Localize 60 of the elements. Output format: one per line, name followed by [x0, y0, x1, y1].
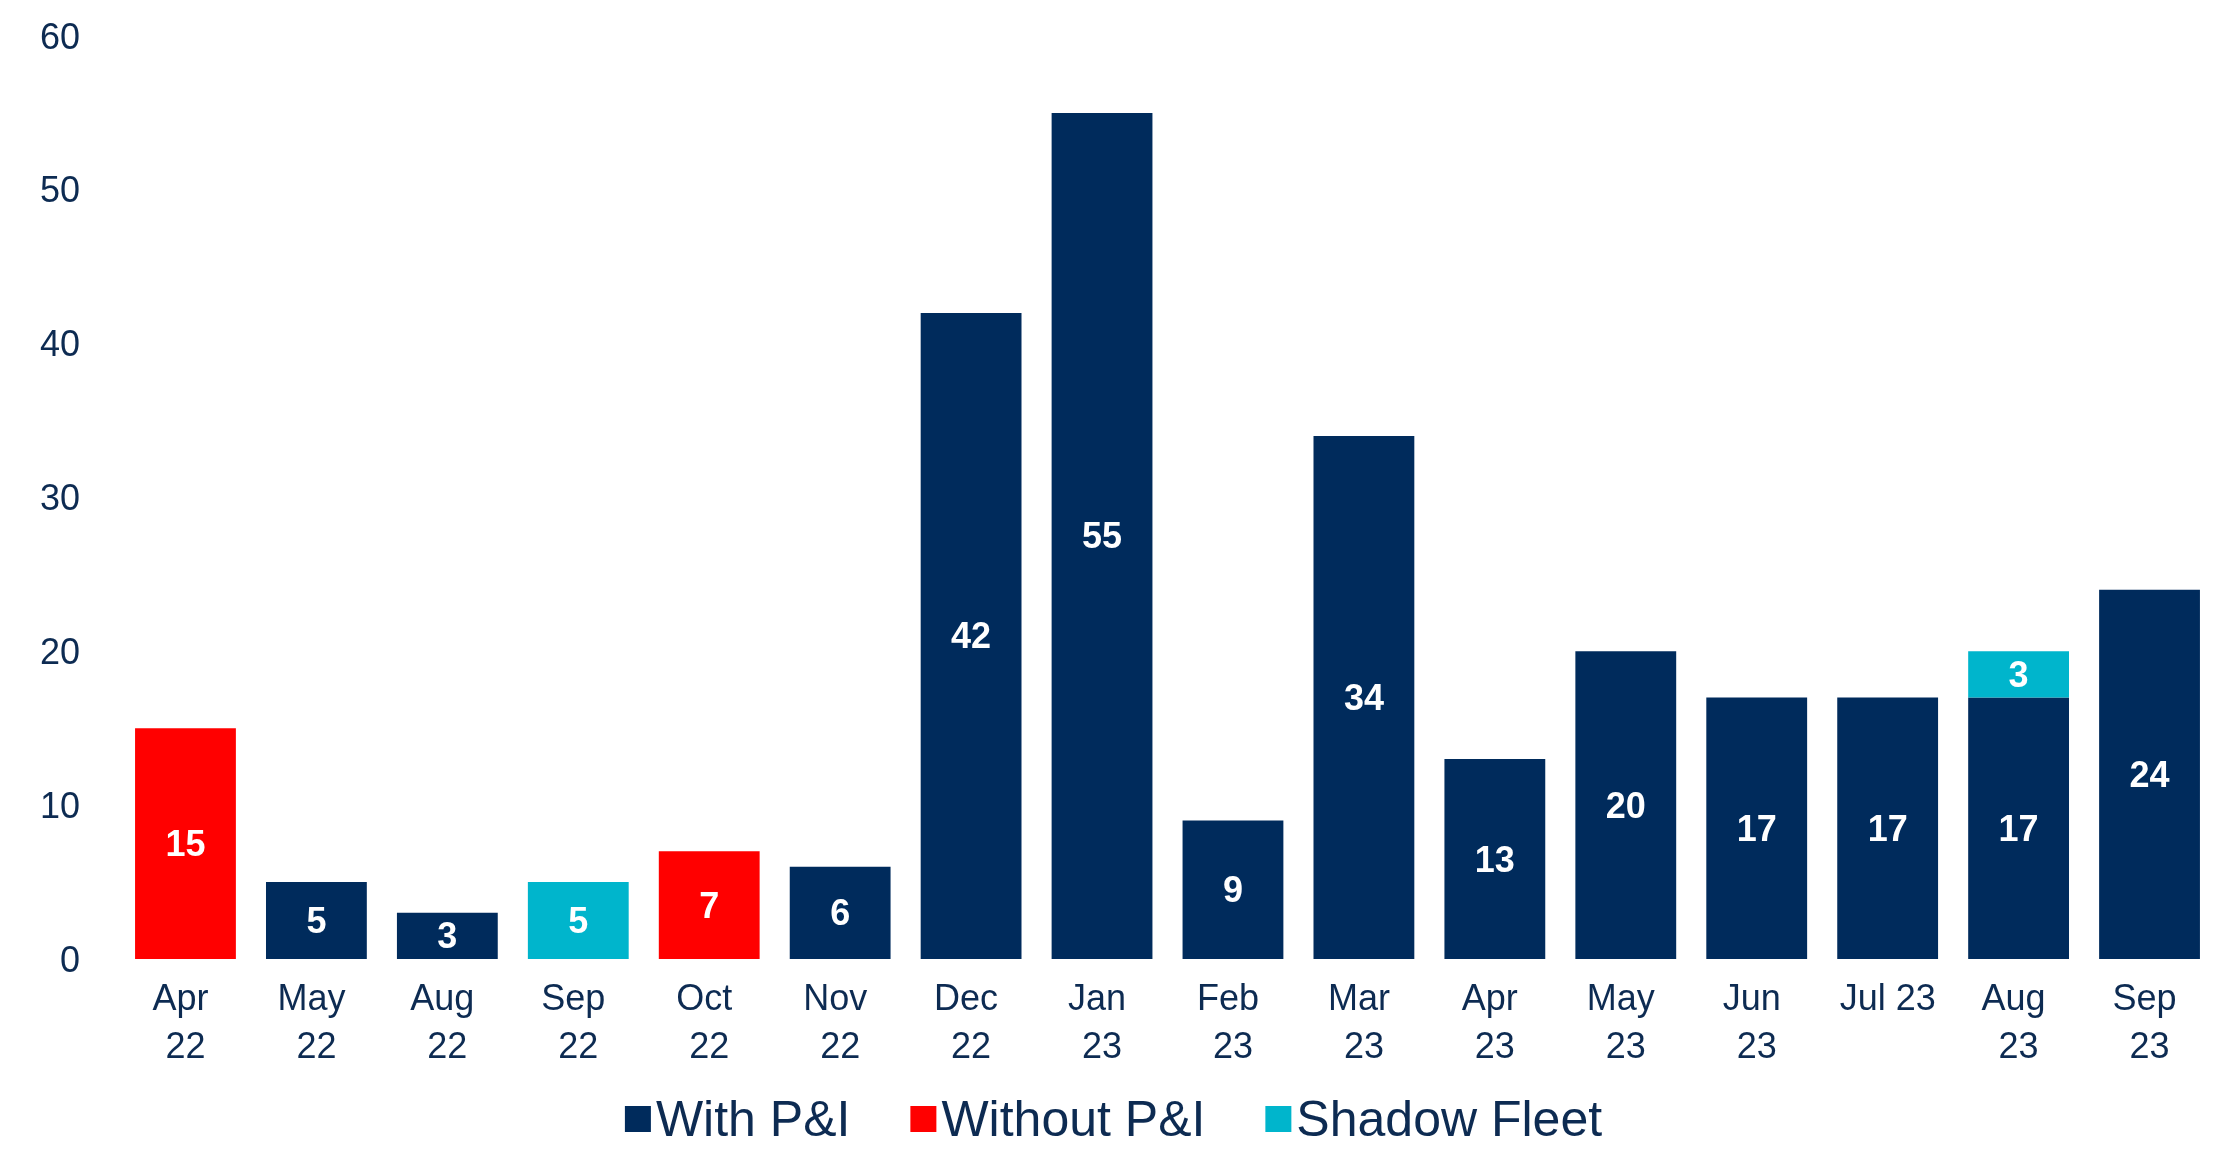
data-label: 9 — [1222, 869, 1243, 911]
x-tick-label: Sep 23 — [2112, 976, 2187, 1066]
bar — [1837, 697, 1939, 959]
x-tick-label: Sep 22 — [541, 976, 616, 1066]
bar — [2099, 589, 2200, 959]
data-label: 3 — [2008, 653, 2029, 695]
x-tick-label: Nov 22 — [803, 976, 878, 1066]
data-label: 6 — [830, 892, 851, 934]
data-label: 15 — [165, 823, 206, 865]
bar — [789, 866, 891, 959]
bar — [135, 728, 236, 959]
data-label: 42 — [951, 615, 992, 657]
data-label: 17 — [1867, 807, 1908, 849]
bar — [1706, 697, 1808, 959]
bar — [1051, 112, 1153, 959]
data-label: 20 — [1605, 784, 1646, 826]
y-tick-label: 20 — [39, 630, 80, 672]
legend-label: Shadow Fleet — [1296, 1091, 1603, 1147]
x-tick-label: Aug 23 — [1981, 976, 2056, 1066]
y-tick-label: 30 — [39, 477, 80, 518]
bar — [1575, 651, 1677, 959]
bar — [1968, 697, 2069, 959]
bar — [658, 851, 760, 959]
y-tick-label: 60 — [39, 15, 80, 57]
x-tick-label: Aug 22 — [410, 976, 485, 1066]
y-tick-label: 50 — [39, 169, 80, 211]
data-label: 5 — [568, 900, 589, 942]
data-label: 34 — [1343, 676, 1384, 718]
x-tick-label: Feb 23 — [1196, 976, 1269, 1066]
x-tick-label: Jan 23 — [1068, 976, 1137, 1066]
data-label: 55 — [1082, 515, 1123, 557]
bar — [1444, 759, 1546, 959]
x-tick-label: May 23 — [1586, 976, 1665, 1066]
x-tick-label: Jun 23 — [1722, 976, 1791, 1066]
x-tick-label: Dec 22 — [934, 976, 1009, 1066]
bar — [1182, 820, 1284, 959]
legend-label: Without P&I — [941, 1091, 1206, 1147]
data-label: 24 — [2129, 753, 2170, 795]
y-tick-label: 40 — [39, 323, 80, 365]
bar — [396, 912, 498, 959]
x-tick-label: Mar 23 — [1327, 976, 1400, 1066]
data-label: 17 — [1736, 807, 1777, 849]
data-label: 3 — [437, 915, 458, 957]
legend-label: With P&I — [655, 1091, 851, 1147]
x-tick-label: May 22 — [277, 976, 356, 1066]
y-tick-label: 0 — [59, 938, 80, 980]
data-label: 17 — [1998, 807, 2039, 849]
x-tick-label: Jul 23 — [1839, 976, 1936, 1018]
data-label: 7 — [699, 884, 720, 926]
x-tick-label: Oct 22 — [676, 976, 743, 1066]
x-tick-label: Apr 22 — [152, 976, 219, 1066]
data-label: 13 — [1474, 838, 1515, 880]
data-label: 5 — [306, 900, 327, 942]
bar — [527, 882, 629, 959]
x-tick-label: Apr 23 — [1461, 976, 1528, 1066]
bar — [1313, 435, 1415, 959]
bar — [266, 882, 367, 959]
bar — [920, 312, 1022, 959]
bar — [1968, 651, 2069, 698]
y-tick-label: 10 — [39, 784, 80, 826]
